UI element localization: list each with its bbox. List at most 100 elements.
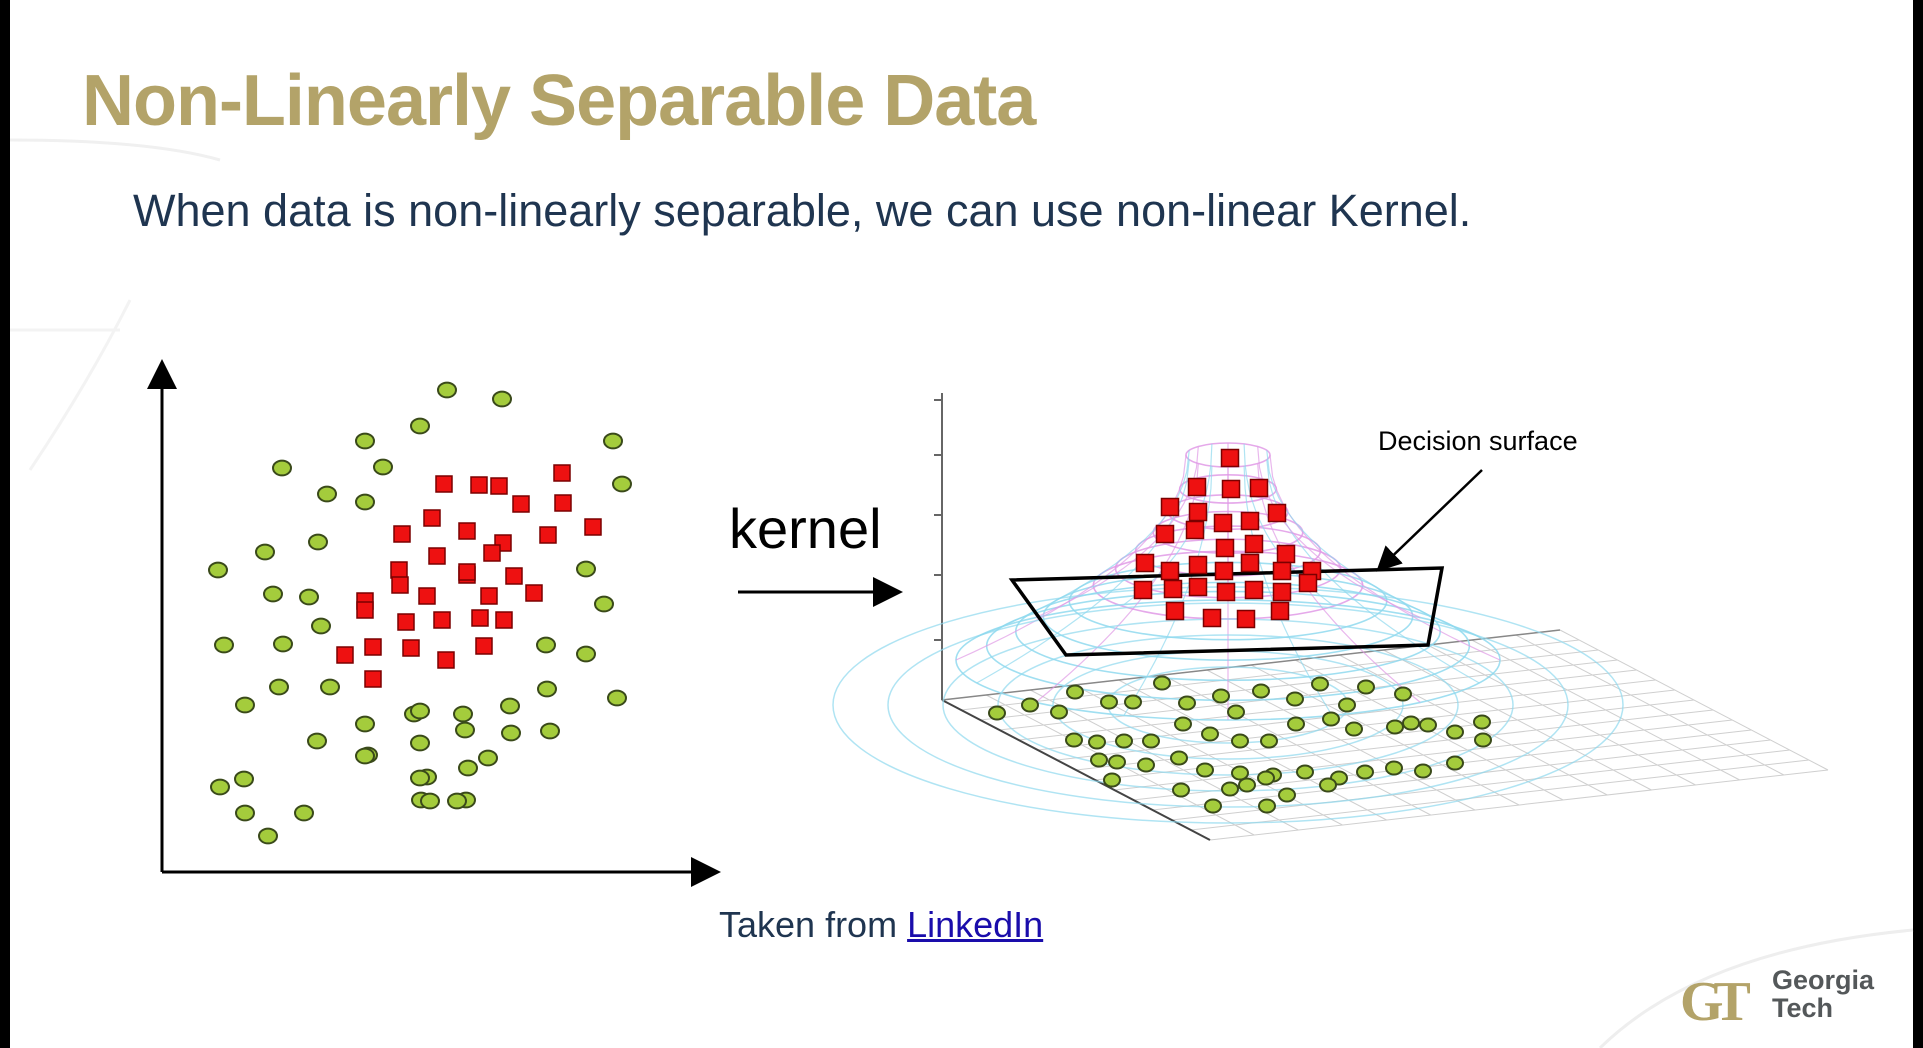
red-square-point xyxy=(397,613,415,631)
green-circle-point xyxy=(235,804,255,822)
mesh-meridian xyxy=(1257,446,1421,619)
red-square-point xyxy=(1135,553,1155,573)
green-circle-point xyxy=(458,759,478,777)
green-circle-point xyxy=(1090,752,1108,768)
red-square-point xyxy=(423,509,441,527)
green-circle-point xyxy=(235,696,255,714)
green-circle-point xyxy=(1356,764,1374,780)
red-square-point xyxy=(1298,573,1318,593)
green-circle-point xyxy=(208,561,228,579)
logo-line-2: Tech xyxy=(1772,993,1834,1023)
red-square-point xyxy=(1267,503,1287,523)
red-square-point xyxy=(364,670,382,688)
green-circle-point xyxy=(1386,719,1404,735)
green-circle-point xyxy=(410,417,430,435)
green-circle-point xyxy=(1287,716,1305,732)
green-circle-point xyxy=(1231,765,1249,781)
green-circle-point xyxy=(1124,694,1142,710)
green-circle-point xyxy=(311,617,331,635)
green-circle-point xyxy=(1311,676,1329,692)
green-circle-point xyxy=(1385,760,1403,776)
red-square-point xyxy=(1216,582,1236,602)
mesh-base-ring xyxy=(997,634,1459,776)
red-square-point xyxy=(458,522,476,540)
green-circle-point xyxy=(1153,675,1171,691)
green-circle-point xyxy=(420,792,440,810)
green-circle-point xyxy=(576,560,596,578)
green-circle-point xyxy=(1278,787,1296,803)
red-square-point xyxy=(402,639,420,657)
green-circle-point xyxy=(269,678,289,696)
red-square-point xyxy=(490,477,508,495)
red-square-point xyxy=(553,464,571,482)
red-square-point xyxy=(475,637,493,655)
red-square-point xyxy=(1270,601,1290,621)
right-edge-bar xyxy=(1913,0,1923,1048)
red-square-point xyxy=(428,547,446,565)
green-circle-point xyxy=(210,778,230,796)
red-square-point xyxy=(458,563,476,581)
red-square-point xyxy=(437,651,455,669)
grid-line xyxy=(1162,674,1431,816)
gt-monogram: GT xyxy=(1680,971,1751,1033)
green-circle-point xyxy=(1319,777,1337,793)
green-circle-point xyxy=(612,475,632,493)
red-square-point xyxy=(1155,524,1175,544)
green-circle-point xyxy=(410,734,430,752)
green-circle-point xyxy=(594,595,614,613)
red-square-point xyxy=(391,576,409,594)
base-axis-front xyxy=(941,699,1211,841)
red-square-point xyxy=(1202,608,1222,628)
green-circle-point xyxy=(1065,732,1083,748)
green-circle-point xyxy=(307,732,327,750)
green-circle-point xyxy=(373,458,393,476)
red-square-point xyxy=(1272,561,1292,581)
green-circle-point xyxy=(1345,721,1363,737)
green-circle-point xyxy=(1227,704,1245,720)
red-square-point xyxy=(505,567,523,585)
green-circle-point xyxy=(1338,697,1356,713)
red-square-point xyxy=(1276,544,1296,564)
grid-line xyxy=(1559,629,1829,771)
red-square-point xyxy=(1188,502,1208,522)
green-circle-point xyxy=(1201,726,1219,742)
green-circle-point xyxy=(1322,711,1340,727)
green-circle-point xyxy=(988,705,1006,721)
green-circle-point xyxy=(1212,688,1230,704)
grid-line xyxy=(1515,634,1785,776)
green-circle-point xyxy=(1174,716,1192,732)
green-circle-point xyxy=(263,585,283,603)
red-square-point xyxy=(480,587,498,605)
red-square-point xyxy=(1249,478,1269,498)
grid-line xyxy=(1339,654,1608,796)
red-square-point xyxy=(433,611,451,629)
green-circle-point xyxy=(299,588,319,606)
left-scatter-points xyxy=(208,381,632,845)
red-square-point xyxy=(356,601,374,619)
green-circle-point xyxy=(1137,757,1155,773)
red-square-point xyxy=(1220,448,1240,468)
green-circle-point xyxy=(607,689,627,707)
red-square-point xyxy=(1214,561,1234,581)
red-square-point xyxy=(525,584,543,602)
georgia-tech-logo: GT Georgia Tech xyxy=(1680,962,1890,1033)
red-square-point xyxy=(390,561,408,579)
green-circle-point xyxy=(1296,764,1314,780)
mesh-meridian xyxy=(1266,450,1480,638)
right-scatter-points xyxy=(988,448,1492,814)
base-axis-back xyxy=(941,629,1561,701)
red-square-point xyxy=(1244,534,1264,554)
green-circle-point xyxy=(1260,733,1278,749)
logo-line-1: Georgia xyxy=(1772,965,1875,995)
linkedin-link[interactable]: LinkedIn xyxy=(907,904,1044,945)
green-circle-point xyxy=(1204,798,1222,814)
green-circle-point xyxy=(1066,684,1084,700)
red-square-point xyxy=(1213,513,1233,533)
green-circle-point xyxy=(317,485,337,503)
green-circle-point xyxy=(437,381,457,399)
green-circle-point xyxy=(1021,697,1039,713)
green-circle-point xyxy=(355,432,375,450)
green-circle-point xyxy=(537,680,557,698)
red-square-point xyxy=(1240,511,1260,531)
